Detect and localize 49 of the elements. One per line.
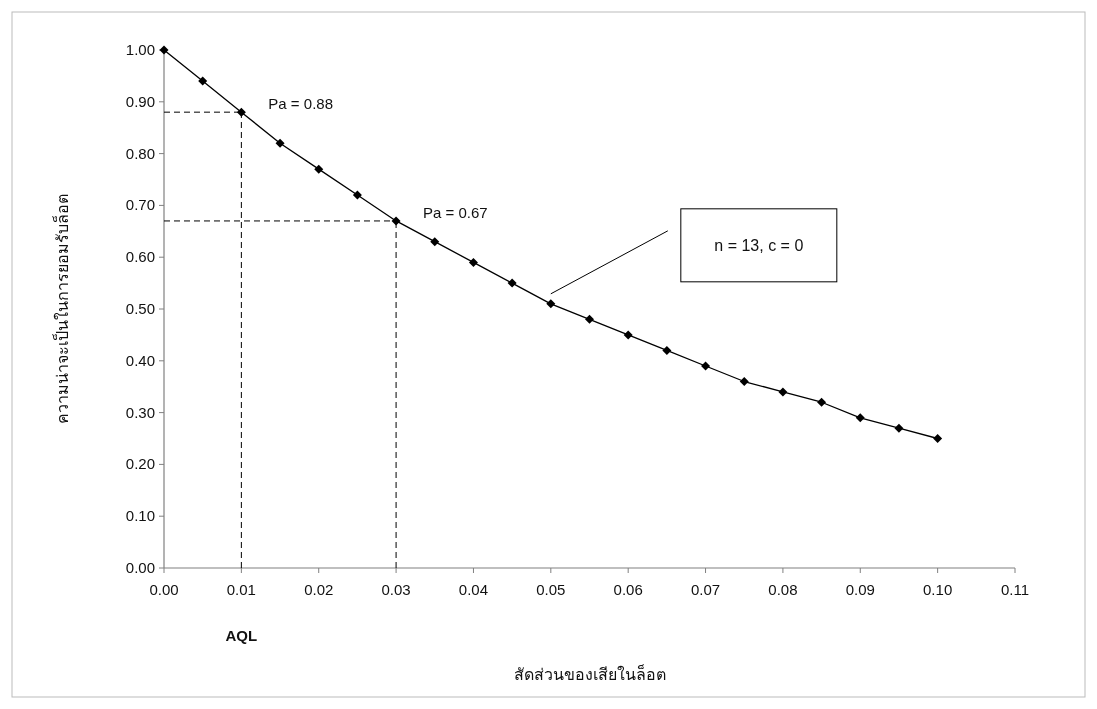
point [352,190,362,200]
point [894,423,904,433]
point [739,377,749,387]
y-tick-label: 0.30 [125,403,155,421]
x-tick-label: 0.00 [149,581,179,598]
y-tick-label: 0.70 [125,196,155,214]
y-tick-label: 0.00 [125,559,155,576]
point [430,237,440,247]
y-tick-label: 0.90 [125,92,155,110]
point [391,216,401,226]
x-tick-label: 0.01 [226,581,256,598]
point [236,107,246,117]
point [198,76,208,86]
point [585,314,594,324]
point [855,413,865,423]
y-tick-label: 0.10 [125,507,155,525]
y-tick-label: 0.60 [125,248,155,266]
x-tick-label: 0.07 [690,581,721,598]
text: AQL [225,627,258,644]
x-tick-label: 0.08 [768,581,798,598]
point [507,278,517,288]
x-tick-label: 0.02 [304,581,334,598]
point [623,330,633,340]
annotation: Pa = 0.88 [268,95,333,113]
point [275,138,285,148]
y-tick-label: 0.50 [125,300,155,317]
y-tick-label: 0.40 [125,351,155,369]
x-tick-label: 0.10 [923,581,953,598]
point [778,387,788,397]
point [933,434,943,443]
x-tick-label: 0.05 [536,581,566,598]
x-tick-label: 0.11 [1000,581,1030,598]
y-tick-label: 0.80 [125,144,155,162]
annotation: Pa = 0.67 [423,203,488,221]
point [314,164,324,174]
x-tick-label: 0.06 [613,581,643,598]
point [468,257,478,267]
x-axis-title: สัดส่วนของเสียในล็อต [513,664,666,683]
x-tick-label: 0.04 [458,581,489,598]
point [662,345,672,355]
x-tick-label: 0.03 [381,581,411,598]
x-tick-label: 0.09 [845,581,875,598]
y-axis-title: ความน่าจะเป็นในการยอมรับล็อต [52,194,71,424]
point [701,361,711,371]
y-tick-label: 0.20 [125,455,155,473]
point [817,397,827,407]
point [546,299,556,309]
y-tick-label: 1.00 [125,41,155,58]
annotation: n = 13, c = 0 [714,237,804,255]
